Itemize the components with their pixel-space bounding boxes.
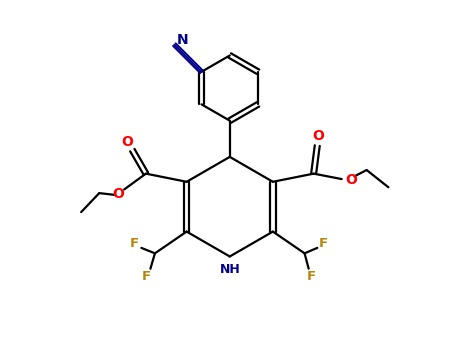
Text: O: O [313, 128, 324, 142]
Text: O: O [345, 173, 357, 187]
Text: NH: NH [219, 262, 240, 276]
Text: F: F [142, 270, 152, 284]
Text: F: F [130, 237, 139, 250]
Text: O: O [121, 135, 133, 149]
Text: F: F [307, 270, 316, 284]
Text: F: F [319, 237, 328, 250]
Text: O: O [112, 187, 124, 201]
Text: N: N [177, 33, 188, 47]
